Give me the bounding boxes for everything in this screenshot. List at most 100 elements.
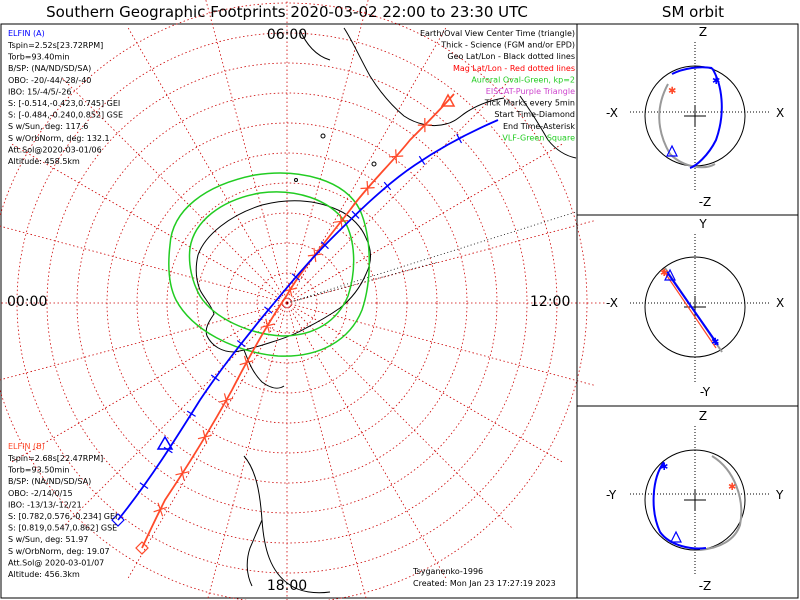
- legend-item-5: Auroral Oval-Green, kp=2: [471, 75, 575, 84]
- track-tick: [395, 149, 398, 164]
- elfin-a-view-center-triangle: [156, 435, 174, 450]
- sm-xz-b-end: ✱: [668, 86, 676, 97]
- mag-lon-spoke-9: [126, 302, 288, 581]
- geo-meridian-1: [286, 211, 577, 304]
- sm-yz-left-label: -Y: [606, 488, 617, 502]
- sm-xy-a-triangle: [664, 268, 676, 281]
- sm-xz-bottom-label: -Z: [699, 195, 712, 209]
- elfin-b-info-line-10: Att.Sol@ 2020-03-01/07: [8, 558, 104, 567]
- created-timestamp: Created: Mon Jan 23 17:27:19 2023: [413, 579, 556, 588]
- elfin-b-info: ELFIN (B) Tspin=2.68s[22.47RPM] Torb=93.5…: [7, 442, 117, 579]
- sm-yz-orbit-a: [652, 461, 707, 550]
- sm-yz-top-label: Z: [699, 409, 707, 423]
- sm-yz-a-end: ✱: [660, 462, 668, 473]
- mag-lon-spoke-18: [205, 0, 288, 304]
- mag-lon-spoke-5: [286, 302, 448, 581]
- mag-lon-spoke-3: [286, 302, 565, 464]
- sm-panel-xy: Y -Y -X X ✱ ✱: [606, 217, 784, 399]
- elfin-a-info-line-11: Altitude: 458.5km: [8, 157, 80, 166]
- island-3: [294, 178, 298, 182]
- track-tick: [351, 210, 360, 219]
- elfin-a-start-diamond: [111, 513, 125, 527]
- sm-orbit-title: SM orbit: [662, 3, 724, 21]
- mag-lat-circle-9: [16, 32, 558, 574]
- sm-xy-b-end: ✱: [660, 268, 668, 279]
- geo-meridian-2: [286, 261, 439, 304]
- figure-title: Southern Geographic Footprints 2020-03-0…: [46, 3, 528, 21]
- track-tick: [243, 355, 250, 370]
- mag-lon-spoke-15: [9, 142, 288, 304]
- elfin-b-info-line-11: Altitude: 456.3km: [8, 570, 80, 579]
- sm-xy-earth: [644, 256, 746, 358]
- track-tick: [157, 502, 164, 517]
- sm-orbit-panels: Z -Z -X X ✱ ✱ Y -Y -X X: [576, 23, 799, 599]
- sm-xy-right-label: X: [776, 296, 784, 310]
- elfin-b-info-line-4: OBO: -2/14/0/15: [8, 489, 73, 498]
- mag-lon-spoke-22: [286, 76, 514, 304]
- track-tick: [202, 430, 208, 445]
- track-tick: [164, 445, 172, 455]
- sm-xz-top-label: Z: [699, 25, 707, 39]
- mag-lon-spoke-17: [126, 25, 288, 304]
- elfin-b-info-lines: Tspin=2.68s[22.47RPM] Torb=93.50min B/SP: …: [7, 454, 117, 579]
- elfin-b-info-line-5: IBO: -13/13/-12/21: [8, 500, 82, 509]
- elfin-a-info-line-5: IBO: 15/-4/5/-26: [8, 87, 72, 96]
- elfin-b-info-line-3: B/SP: (NA/ND/SD/SA): [8, 477, 91, 486]
- sm-xz-left-label: -X: [606, 106, 618, 120]
- elfin-b-view-center-triangle: [440, 93, 456, 107]
- legend: Earth/Oval View Center Time (triangle) Th…: [420, 29, 575, 142]
- mag-lon-spoke-12: [0, 302, 288, 381]
- sm-xy-bottom-label: -Y: [700, 385, 711, 399]
- elfin-a-info-lines: Tspin=2.52s[23.72RPM] Torb=93.40min B/SP: …: [7, 41, 123, 166]
- track-tick: [140, 481, 148, 491]
- sm-yz-a-triangle: [670, 530, 682, 543]
- geo-latlon-lines: [286, 211, 577, 304]
- mag-lon-spoke-16: [60, 76, 288, 304]
- elfin-a-track: [117, 119, 499, 521]
- elfin-b-info-line-9: S w/OrbNorm, deg: 19.07: [8, 547, 110, 556]
- sm-yz-right-label: Y: [775, 488, 784, 502]
- sm-xy-orbit-c: [662, 269, 717, 349]
- sm-xy-top-label: Y: [698, 217, 707, 231]
- legend-item-10: VLF-Green Square: [502, 133, 575, 142]
- auroral-oval: [168, 172, 371, 357]
- auroral-oval-inner: [188, 191, 355, 337]
- elfin-a-info-line-9: S w/OrbNorm, deg: 132.1: [8, 134, 110, 143]
- mag-lat-circle-5: [136, 152, 438, 454]
- elfin-a-info-line-3: B/SP: (NA/ND/SD/SA): [8, 64, 91, 73]
- elfin-b-info-line-1: Tspin=2.68s[22.47RPM]: [7, 454, 103, 463]
- model-credit: Tsyganenko-1996: [412, 567, 483, 576]
- island-2: [371, 161, 377, 167]
- mag-lon-spoke-11: [9, 302, 288, 464]
- legend-item-8: Start Time-Diamond: [494, 110, 575, 119]
- track-tick: [339, 214, 343, 229]
- elfin-a-info-line-7: S: [-0.484,-0.240,0.852] GSE: [8, 111, 123, 120]
- elfin-a-info-line-1: Tspin=2.52s[23.72RPM]: [7, 41, 103, 50]
- south-america-outline: [243, 455, 331, 594]
- elfin-b-info-line-8: S w/Sun, deg: 51.97: [8, 535, 88, 544]
- track-tick: [383, 182, 392, 190]
- sm-xz-orbit-b: [658, 83, 716, 169]
- sm-xy-orbit-a: [666, 271, 719, 346]
- sm-panel-frame-2: [576, 214, 799, 407]
- lt-label-18: 18:00: [267, 578, 307, 594]
- mag-lon-spoke-6: [286, 302, 367, 600]
- legend-item-1: Earth/Oval View Center Time (triangle): [420, 29, 575, 38]
- lt-label-00: 00:00: [7, 294, 47, 310]
- elfin-a-info-line-6: S: [-0.514,-0.423,0.745] GEI: [8, 99, 120, 108]
- elfin-a-info-line-2: Torb=93.40min: [7, 53, 69, 62]
- mag-lat-circle-7: [76, 92, 498, 514]
- mag-lon-spoke-4: [286, 302, 514, 530]
- australia-outline: [519, 95, 577, 159]
- sm-xz-orbit-a: [671, 66, 723, 169]
- legend-item-2: Thick - Science (FGM and/or EPD): [440, 41, 575, 50]
- elfin-a-info-line-10: Att.Sol@2020-03-01/06: [8, 145, 102, 154]
- lt-label-12: 12:00: [530, 294, 570, 310]
- sm-xy-left-label: -X: [606, 296, 618, 310]
- elfin-a-info: ELFIN (A) Tspin=2.52s[23.72RPM] Torb=93.4…: [7, 29, 123, 166]
- elfin-b-footprint: [141, 93, 455, 549]
- sm-xz-right-label: X: [776, 106, 784, 120]
- mag-lon-spoke-23: [286, 142, 565, 304]
- track-tick: [237, 339, 245, 348]
